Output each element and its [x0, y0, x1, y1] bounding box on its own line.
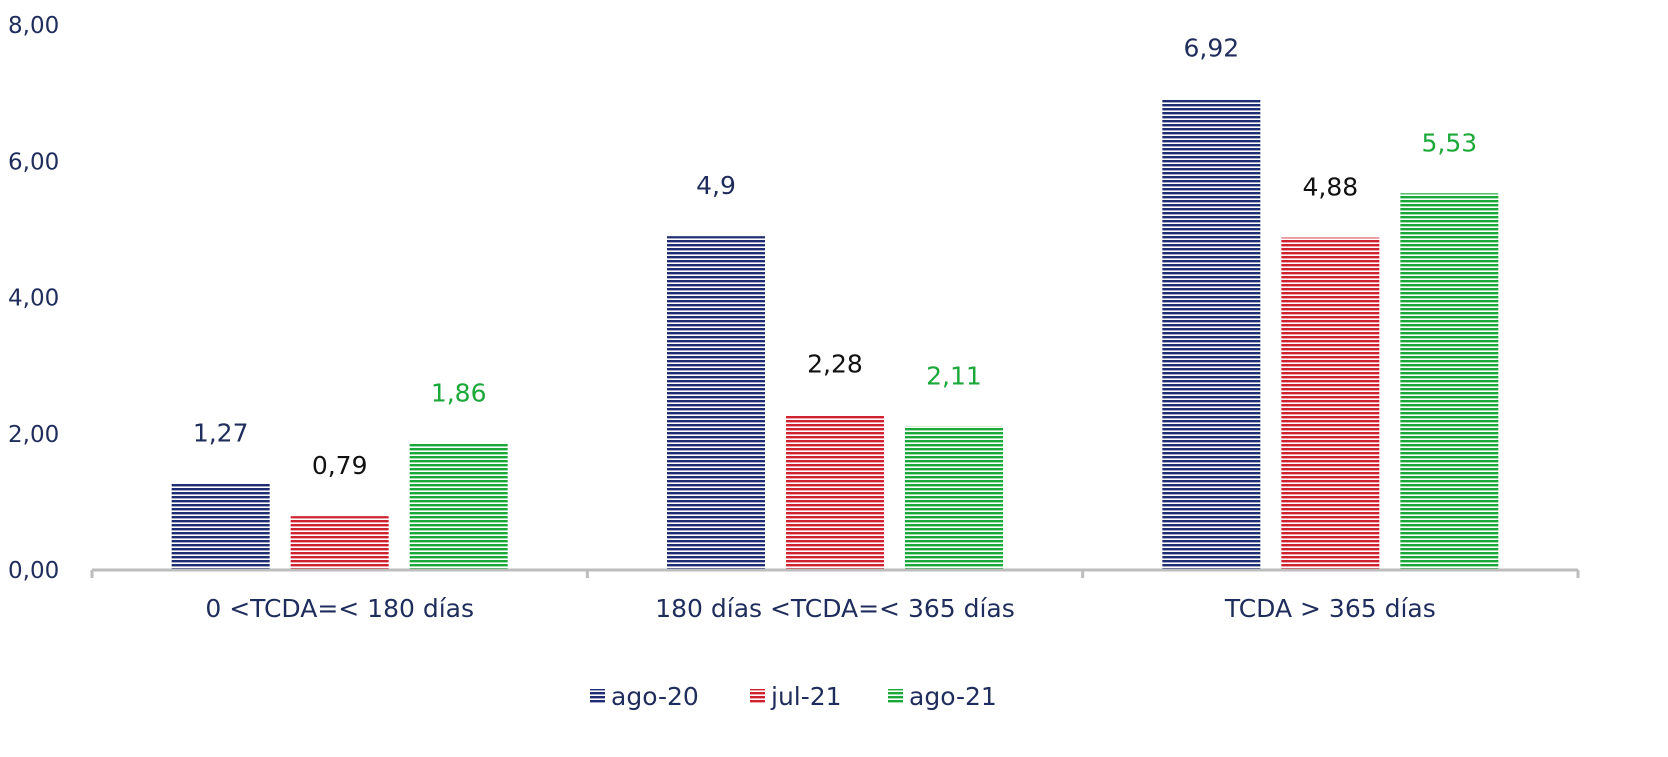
- y-tick-label: 0,00: [8, 558, 59, 584]
- legend-label: ago-21: [909, 682, 997, 711]
- x-axis-tick-labels: 0 <TCDA=< 180 días 180 días <TCDA=< 365 d…: [205, 594, 1435, 623]
- legend-label: jul-21: [770, 682, 842, 711]
- x-tick-label: 0 <TCDA=< 180 días: [205, 594, 474, 623]
- bar-ago-21-cat1: [409, 443, 508, 570]
- data-label-ago-20-cat1: 1,27: [193, 418, 249, 447]
- data-label-ago-20-cat3: 6,92: [1183, 34, 1239, 63]
- bar-ago-20-cat1: [171, 483, 270, 570]
- y-tick-label: 2,00: [8, 422, 59, 448]
- x-tick-label: TCDA > 365 días: [1224, 594, 1436, 623]
- data-label-ago-21-cat2: 2,11: [926, 361, 982, 390]
- y-tick-label: 8,00: [8, 13, 59, 39]
- legend-item-ago-21: ago-21: [888, 682, 997, 711]
- bar-ago-20-cat3: [1162, 98, 1261, 570]
- bar-ago-20-cat2: [667, 236, 765, 570]
- legend-item-ago-20: ago-20: [590, 682, 699, 711]
- legend-swatch: [888, 689, 903, 704]
- legend-swatch: [750, 689, 765, 704]
- legend-item-jul-21: jul-21: [750, 682, 842, 711]
- data-label-ago-20-cat2: 4,9: [696, 171, 736, 200]
- data-label-jul-21-cat1: 0,79: [312, 451, 368, 480]
- x-axis-tick-marks: [90, 570, 1580, 578]
- bar-jul-21-cat3: [1281, 237, 1380, 571]
- x-tick-label: 180 días <TCDA=< 365 días: [655, 594, 1015, 623]
- bar-ago-21-cat2: [905, 426, 1003, 570]
- data-label-ago-21-cat1: 1,86: [431, 378, 487, 407]
- data-label-jul-21-cat2: 2,28: [807, 350, 863, 379]
- legend: ago-20 jul-21 ago-21: [590, 682, 997, 711]
- data-label-ago-21-cat3: 5,53: [1421, 128, 1477, 157]
- bar-jul-21-cat1: [290, 516, 389, 570]
- bar-jul-21-cat2: [786, 414, 884, 570]
- bars: [171, 98, 1499, 571]
- legend-label: ago-20: [611, 682, 699, 711]
- data-labels: 1,27 0,79 1,86 4,9 2,28 2,11 6,92 4,88 5,53: [193, 34, 1477, 481]
- data-label-jul-21-cat3: 4,88: [1302, 173, 1358, 202]
- legend-swatch: [590, 689, 605, 704]
- y-tick-label: 6,00: [8, 149, 59, 175]
- y-tick-label: 4,00: [8, 286, 59, 312]
- y-axis-ticks: 0,00 2,00 4,00 6,00 8,00: [8, 13, 59, 584]
- bar-ago-21-cat3: [1400, 193, 1499, 571]
